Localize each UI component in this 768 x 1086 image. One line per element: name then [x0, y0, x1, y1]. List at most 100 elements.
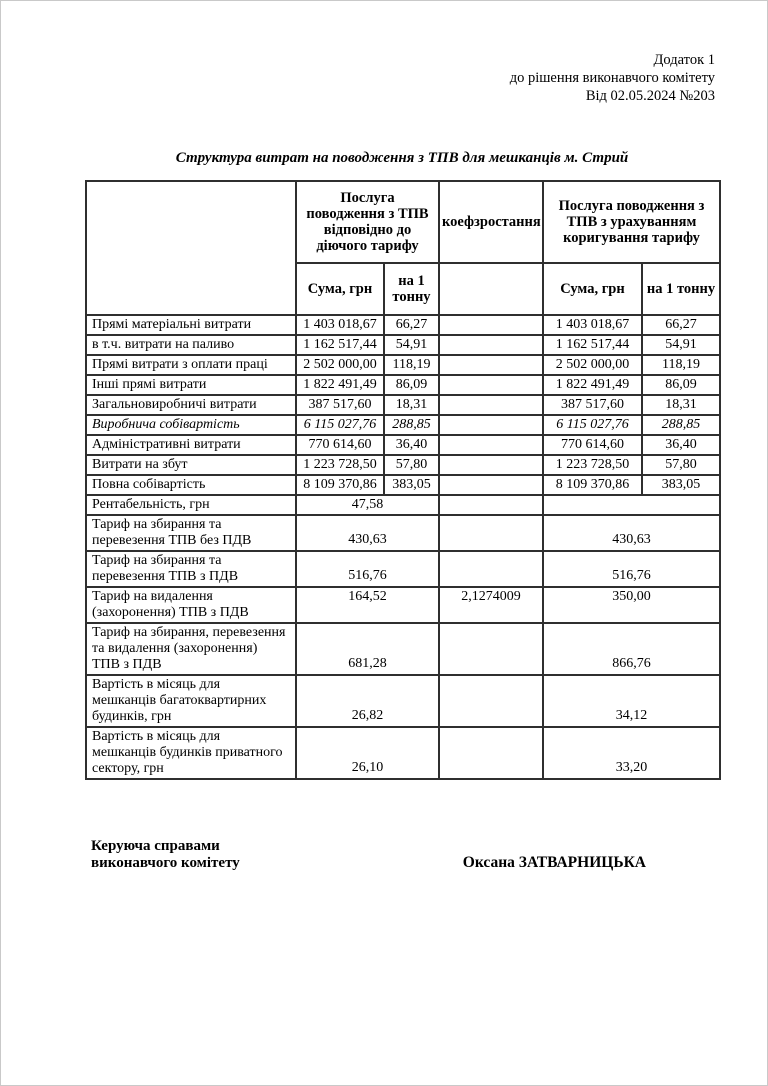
row-label: в т.ч. витрати на паливо	[85, 334, 297, 356]
row-label: Адміністративні витрати	[85, 434, 297, 456]
adjusted-sum-value: 6 115 027,76	[542, 414, 643, 436]
table-row: Загальновиробничі витрати 387 517,60 18,31…	[85, 394, 721, 416]
coef-growth-value	[438, 726, 544, 780]
coef-growth-value	[438, 394, 544, 416]
row-label: Прямі витрати з оплати праці	[85, 354, 297, 376]
table-row: Адміністративні витрати 770 614,60 36,40 77…	[85, 434, 721, 456]
table-row: Тариф на збирання та перевезення ТПВ з П…	[85, 550, 721, 588]
header-current-tariff-group: Послуга поводження з ТПВ відповідно до д…	[295, 180, 440, 264]
adjusted-per-ton-value: 66,27	[641, 314, 721, 336]
coef-growth-value	[438, 434, 544, 456]
current-per-ton-value: 86,09	[383, 374, 440, 396]
signature-block: Керуюча справами виконавчого комітету Ок…	[85, 838, 719, 872]
current-sum-value: 387 517,60	[295, 394, 385, 416]
table-row: Рентабельність, грн 47,58	[85, 494, 721, 516]
row-label: Вартість в місяць для мешканців багатокв…	[85, 674, 297, 728]
row-label: Тариф на збирання та перевезення ТПВ без…	[85, 514, 297, 552]
header-empty-corner-cell	[85, 180, 297, 316]
coef-growth-value	[438, 314, 544, 336]
table-row: в т.ч. витрати на паливо 1 162 517,44 54,9…	[85, 334, 721, 356]
cost-table-body: Прямі матеріальні витрати 1 403 018,67 66,…	[85, 314, 721, 780]
appendix-line-1: Додаток 1	[653, 52, 715, 68]
adjusted-per-ton-value: 118,19	[641, 354, 721, 376]
adjusted-sum-value: 1 223 728,50	[542, 454, 643, 476]
header-per-ton-current: на 1 тонну	[383, 262, 440, 316]
adjusted-tariff-value: 866,76	[542, 622, 721, 676]
current-tariff-value: 164,52	[295, 586, 440, 624]
coef-growth-value	[438, 374, 544, 396]
current-tariff-value: 516,76	[295, 550, 440, 588]
adjusted-sum-value: 1 403 018,67	[542, 314, 643, 336]
table-row: Інші прямі витрати 1 822 491,49 86,09 1 822…	[85, 374, 721, 396]
coef-growth-value	[438, 354, 544, 376]
coef-growth-value	[438, 454, 544, 476]
coef-growth-value: 2,1274009	[438, 586, 544, 624]
document-content: Додаток 1 до рішення виконавчого комітет…	[85, 51, 721, 872]
adjusted-tariff-value: 34,12	[542, 674, 721, 728]
current-sum-value: 8 109 370,86	[295, 474, 385, 496]
signature-role: Керуюча справами виконавчого комітету	[91, 838, 240, 871]
adjusted-tariff-value: 33,20	[542, 726, 721, 780]
document-title: Структура витрат на поводження з ТПВ для…	[175, 150, 629, 166]
current-per-ton-value: 18,31	[383, 394, 440, 416]
adjusted-tariff-value: 430,63	[542, 514, 721, 552]
current-sum-value: 1 403 018,67	[295, 314, 385, 336]
coef-growth-value	[438, 494, 544, 516]
table-row: Прямі витрати з оплати праці 2 502 000,00…	[85, 354, 721, 376]
row-label: Загальновиробничі витрати	[85, 394, 297, 416]
table-row: Виробнича собівартість 6 115 027,76 288,85…	[85, 414, 721, 436]
row-label: Прямі матеріальні витрати	[85, 314, 297, 336]
header-sum-adjusted: Сума, грн	[542, 262, 643, 316]
adjusted-tariff-value	[542, 494, 721, 516]
row-label: Вартість в місяць для мешканців будинків…	[85, 726, 297, 780]
table-row: Прямі матеріальні витрати 1 403 018,67 66,…	[85, 314, 721, 336]
adjusted-per-ton-value: 54,91	[641, 334, 721, 356]
current-sum-value: 770 614,60	[295, 434, 385, 456]
current-tariff-value: 681,28	[295, 622, 440, 676]
table-row: Тариф на видалення (захоронення) ТПВ з П…	[85, 586, 721, 624]
coef-growth-value	[438, 414, 544, 436]
adjusted-sum-value: 387 517,60	[542, 394, 643, 416]
current-per-ton-value: 57,80	[383, 454, 440, 476]
table-row: Повна собівартість 8 109 370,86 383,05 8 10…	[85, 474, 721, 496]
row-label: Витрати на збут	[85, 454, 297, 476]
header-coef-empty-cell	[438, 262, 544, 316]
signature-name: Оксана ЗАТВАРНИЦЬКА	[462, 854, 646, 871]
coef-growth-value	[438, 622, 544, 676]
header-adjusted-tariff-group: Послуга поводження з ТПВ з урахуванням к…	[542, 180, 721, 264]
adjusted-sum-value: 770 614,60	[542, 434, 643, 456]
current-sum-value: 6 115 027,76	[295, 414, 385, 436]
cost-structure-table: Послуга поводження з ТПВ відповідно до д…	[85, 180, 721, 780]
current-per-ton-value: 54,91	[383, 334, 440, 356]
adjusted-per-ton-value: 18,31	[641, 394, 721, 416]
row-label: Повна собівартість	[85, 474, 297, 496]
row-label: Виробнича собівартість	[85, 414, 297, 436]
current-tariff-value: 26,10	[295, 726, 440, 780]
header-coef-growth: коефзростання	[438, 180, 544, 264]
table-row: Вартість в місяць для мешканців будинків…	[85, 726, 721, 780]
current-tariff-value: 430,63	[295, 514, 440, 552]
table-row: Тариф на збирання та перевезення ТПВ без…	[85, 514, 721, 552]
current-sum-value: 1 162 517,44	[295, 334, 385, 356]
coef-growth-value	[438, 334, 544, 356]
row-label: Тариф на видалення (захоронення) ТПВ з П…	[85, 586, 297, 624]
appendix-line-3: Від 02.05.2024 №203	[585, 88, 715, 104]
row-label: Тариф на збирання, перевезення та видале…	[85, 622, 297, 676]
header-sum-current: Сума, грн	[295, 262, 385, 316]
current-per-ton-value: 66,27	[383, 314, 440, 336]
current-sum-value: 2 502 000,00	[295, 354, 385, 376]
adjusted-sum-value: 8 109 370,86	[542, 474, 643, 496]
table-row: Витрати на збут 1 223 728,50 57,80 1 223 72…	[85, 454, 721, 476]
adjusted-per-ton-value: 383,05	[641, 474, 721, 496]
adjusted-tariff-value: 350,00	[542, 586, 721, 624]
current-tariff-value: 47,58	[295, 494, 440, 516]
table-header-row-groups: Послуга поводження з ТПВ відповідно до д…	[85, 180, 721, 316]
current-sum-value: 1 223 728,50	[295, 454, 385, 476]
current-sum-value: 1 822 491,49	[295, 374, 385, 396]
current-per-ton-value: 383,05	[383, 474, 440, 496]
coef-growth-value	[438, 514, 544, 552]
table-header-row-subcolumns: Сума, грн на 1 тонну Сума, грн на 1 тонн…	[86, 262, 721, 316]
row-label: Інші прямі витрати	[85, 374, 297, 396]
adjusted-per-ton-value: 288,85	[641, 414, 721, 436]
